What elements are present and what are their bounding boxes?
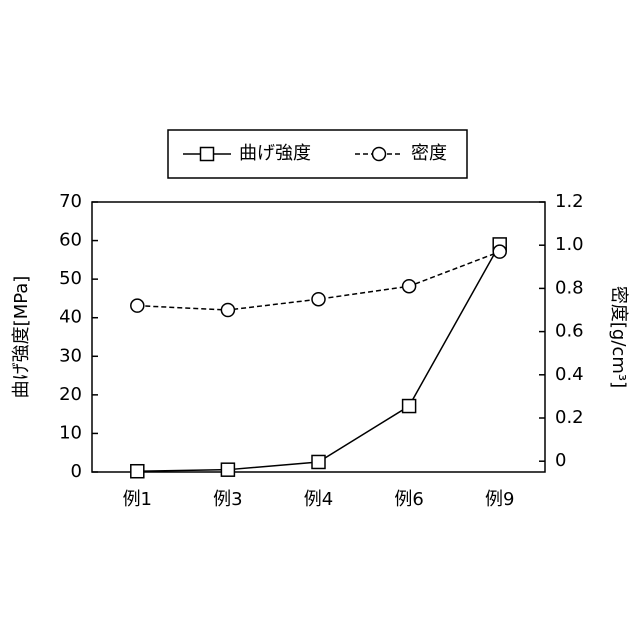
y-tick-label: 60 [59,230,82,251]
y2-tick-label: 1.0 [555,234,584,255]
series-line [137,244,499,471]
y-tick-label: 30 [59,345,82,366]
x-tick-label: 例4 [304,489,333,510]
y-axis-label: 曲げ強度[MPa] [11,276,32,399]
data-point [403,280,416,293]
y2-tick-label: 0.6 [555,321,584,342]
y2-tick-label: 0.2 [555,407,584,428]
y-tick-label: 50 [59,268,82,289]
x-tick-label: 例6 [394,489,423,510]
y2-tick-label: 1.2 [555,191,584,212]
data-point [312,293,325,306]
y2-tick-label: 0.4 [555,364,584,385]
chart: 曲げ強度[MPa] 密度[g/cm³] 0 10 20 30 40 50 60 70 0 0.2 0… [0,0,640,640]
x-tick-label: 例9 [485,489,514,510]
plot-frame [92,202,545,472]
legend-label: 曲げ強度 [239,143,311,164]
data-point [312,455,325,468]
y-tick-label: 70 [59,191,82,212]
legend-marker [373,148,386,161]
legend-marker [201,148,214,161]
y2-tick-label: 0.8 [555,277,584,298]
y-tick-label: 0 [71,461,82,482]
x-tick-label: 例3 [213,489,242,510]
data-point [221,304,234,317]
data-point [131,465,144,478]
data-point [403,400,416,413]
y-tick-label: 20 [59,384,82,405]
y-tick-label: 40 [59,307,82,328]
y2-tick-label: 0 [555,450,566,471]
data-point [221,463,234,476]
legend-label: 密度 [411,143,447,164]
data-point [493,245,506,258]
y-tick-label: 10 [59,422,82,443]
y2-axis-label: 密度[g/cm³] [608,286,629,388]
data-point [131,299,144,312]
x-tick-label: 例1 [123,489,152,510]
